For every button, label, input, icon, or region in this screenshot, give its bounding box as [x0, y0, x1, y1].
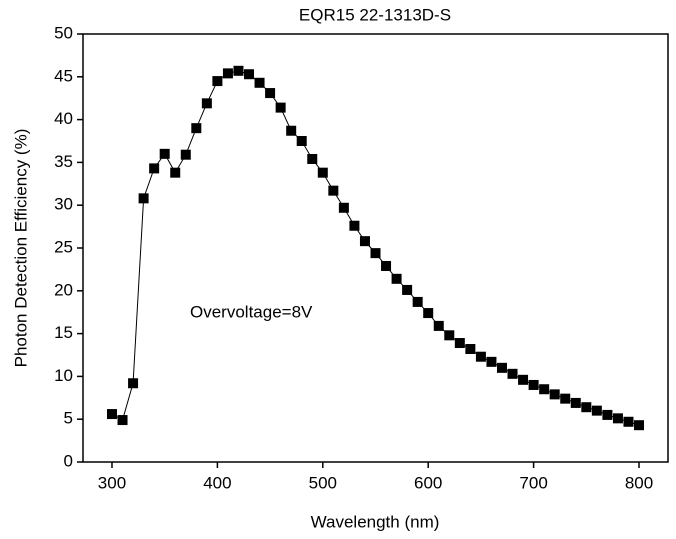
marker	[328, 185, 339, 196]
y-axis-label: Photon Detection Efficiency (%)	[11, 129, 30, 368]
marker	[475, 351, 486, 362]
marker	[581, 402, 592, 413]
marker	[286, 125, 297, 136]
marker	[444, 330, 455, 341]
marker	[423, 308, 434, 319]
marker	[433, 320, 444, 331]
y-tick-label: 5	[64, 409, 73, 428]
series-line	[111, 70, 640, 426]
y-tick-label: 0	[64, 451, 73, 470]
y-tick-label: 40	[54, 109, 73, 128]
marker	[381, 260, 392, 271]
marker	[549, 389, 560, 400]
marker	[254, 77, 265, 88]
marker	[296, 136, 307, 146]
marker	[170, 167, 181, 178]
marker	[412, 296, 423, 307]
marker	[359, 236, 370, 247]
marker	[528, 379, 539, 390]
marker	[275, 102, 286, 113]
marker	[117, 415, 128, 426]
marker	[591, 405, 602, 416]
marker	[454, 338, 465, 349]
marker	[623, 416, 634, 427]
chart-title: EQR15 22-1313D-S	[299, 5, 451, 24]
marker	[391, 273, 402, 284]
marker	[317, 167, 328, 178]
marker	[212, 76, 223, 87]
y-tick-label: 25	[54, 237, 73, 256]
y-tick-label: 50	[54, 23, 73, 42]
marker	[138, 193, 149, 204]
marker	[612, 413, 623, 424]
marker	[222, 68, 233, 79]
marker	[180, 149, 191, 160]
annotation: Overvoltage=8V	[190, 302, 313, 321]
x-tick-label: 300	[98, 473, 126, 492]
marker	[560, 393, 571, 404]
y-tick-label: 45	[54, 66, 73, 85]
marker	[159, 148, 170, 159]
marker	[349, 220, 360, 231]
marker	[518, 374, 529, 385]
y-tick-label: 15	[54, 323, 73, 342]
y-tick-label: 10	[54, 366, 73, 385]
x-tick-label: 600	[414, 473, 442, 492]
marker	[602, 409, 613, 420]
marker	[465, 344, 476, 355]
x-tick-label: 700	[519, 473, 547, 492]
marker	[244, 69, 255, 80]
marker	[233, 65, 244, 76]
marker	[570, 397, 581, 408]
marker	[307, 153, 318, 164]
marker	[338, 202, 349, 213]
marker	[106, 409, 117, 420]
marker	[265, 88, 276, 99]
marker	[496, 362, 507, 373]
marker	[128, 378, 139, 389]
x-tick-label: 800	[625, 473, 653, 492]
marker	[149, 163, 160, 174]
marker	[634, 420, 645, 431]
marker	[402, 284, 413, 295]
y-tick-label: 30	[54, 195, 73, 214]
y-tick-label: 20	[54, 280, 73, 299]
marker	[191, 123, 202, 134]
x-tick-label: 400	[203, 473, 231, 492]
y-tick-label: 35	[54, 152, 73, 171]
marker	[370, 248, 381, 259]
plot-frame	[82, 33, 669, 463]
marker	[201, 98, 212, 109]
marker	[539, 384, 550, 395]
x-axis-label: Wavelength (nm)	[311, 512, 440, 531]
marker	[507, 368, 518, 379]
x-tick-label: 500	[309, 473, 337, 492]
marker	[486, 356, 497, 367]
